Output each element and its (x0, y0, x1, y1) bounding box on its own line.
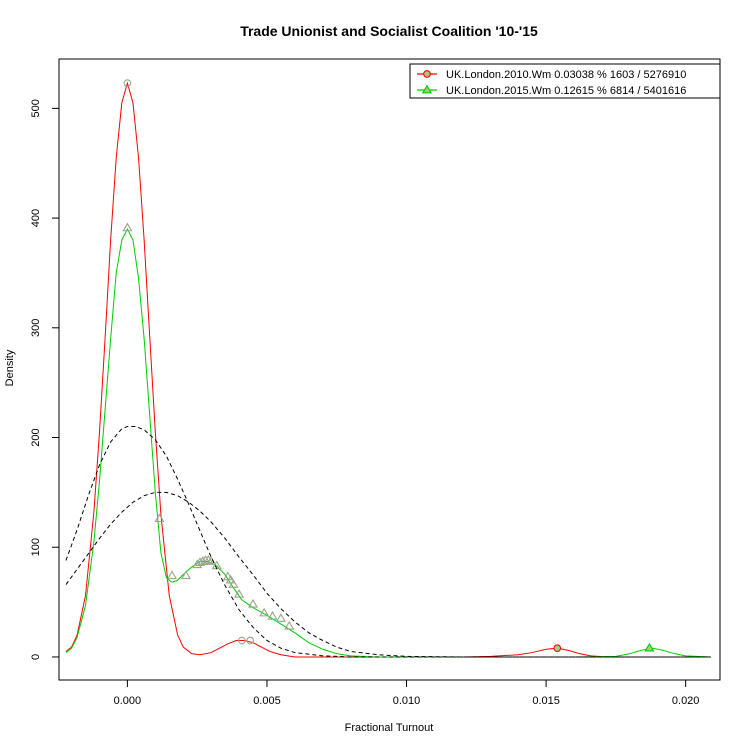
series-1-marker (275, 613, 286, 622)
x-tick-label: 0.020 (672, 695, 700, 707)
series-1-marker (167, 570, 178, 580)
series-0-marker (246, 636, 255, 645)
y-tick-label: 200 (30, 428, 42, 446)
series-line-1 (65, 227, 711, 658)
x-tick-label: 0.005 (253, 695, 281, 707)
legend-label: UK.London.2015.Wm 0.12615 % 6814 / 54016… (446, 85, 686, 97)
y-axis: 0 100 200 300 400 500 (30, 99, 60, 660)
series-1-marker (122, 222, 133, 232)
series-0-marker (553, 644, 562, 653)
y-tick-label: 500 (30, 99, 42, 117)
x-tick-label: 0.010 (393, 695, 421, 707)
legend: UK.London.2010.Wm 0.03038 % 1603 / 52769… (409, 63, 721, 99)
legend-box (409, 63, 721, 99)
series-0-marker (123, 79, 132, 87)
y-axis-label: Density (4, 349, 16, 386)
series-1-marker (197, 556, 208, 565)
series-1-marker (228, 579, 239, 588)
legend-marker (421, 84, 433, 94)
series-1-marker (225, 574, 236, 584)
y-tick-label: 100 (30, 538, 42, 556)
series-1-marker (154, 513, 165, 523)
series-1-marker (284, 620, 295, 630)
series-1-marker (644, 642, 655, 652)
series-1-marker (203, 555, 214, 564)
y-tick-label: 300 (30, 319, 42, 337)
series-1-marker (259, 607, 270, 617)
series-0-marker (237, 636, 246, 645)
x-tick-label: 0.015 (532, 695, 560, 707)
series-1-marker (234, 589, 245, 598)
reference-curve-2 (65, 426, 711, 658)
series-line-0 (65, 81, 711, 658)
legend-marker (423, 70, 431, 78)
series-1-marker (247, 598, 259, 608)
x-axis-label: Fractional Turnout (345, 722, 434, 734)
x-tick-label: 0.000 (114, 695, 142, 707)
series-layer (65, 79, 711, 658)
series-1-marker (267, 610, 278, 620)
series-1-marker (180, 570, 192, 580)
plot-frame (58, 58, 721, 681)
legend-label: UK.London.2010.Wm 0.03038 % 1603 / 52769… (446, 69, 686, 81)
y-tick-label: 400 (30, 209, 42, 227)
chart-title: Trade Unionist and Socialist Coalition '… (240, 23, 538, 39)
y-tick-label: 0 (30, 654, 42, 660)
reference-curve-3 (65, 491, 711, 658)
x-axis: 0.000 0.005 0.010 0.015 0.020 (114, 679, 700, 707)
